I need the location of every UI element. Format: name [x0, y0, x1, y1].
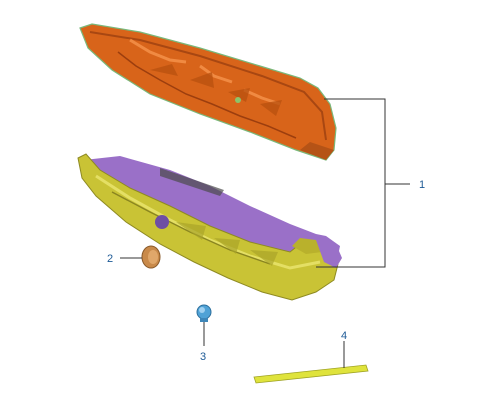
callout-4: 4	[341, 330, 348, 342]
grommet	[141, 245, 161, 269]
seal-strip	[253, 364, 369, 384]
callout-1: 1	[419, 179, 426, 191]
lower-heat-shield	[77, 153, 342, 301]
callout-3: 3	[200, 351, 207, 363]
leader-lines	[120, 98, 410, 368]
leader-line-1	[316, 98, 386, 268]
upper-heat-shield	[79, 23, 337, 161]
callout-2: 2	[107, 253, 114, 265]
push-clip	[196, 304, 212, 322]
